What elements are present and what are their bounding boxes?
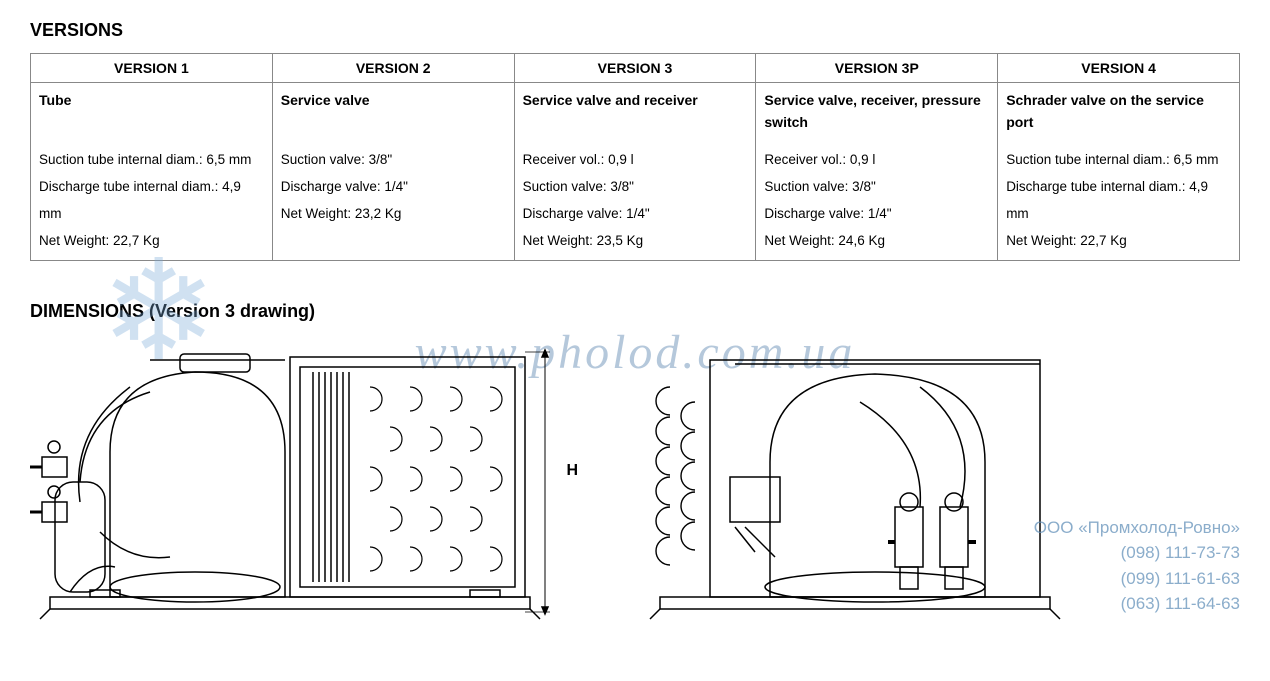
- drawing-side-view: [640, 332, 1070, 622]
- version-subtitle: Tube: [31, 83, 273, 140]
- version-subtitle: Schrader valve on the service port: [998, 83, 1240, 140]
- table-subtitle-row: Tube Service valve Service valve and rec…: [31, 83, 1240, 140]
- version-details: Receiver vol.: 0,9 lSuction valve: 3/8"D…: [756, 140, 998, 261]
- col-header: VERSION 4: [998, 54, 1240, 83]
- version-subtitle: Service valve, receiver, pressure switch: [756, 83, 998, 140]
- version-details: Suction tube internal diam.: 6,5 mmDisch…: [998, 140, 1240, 261]
- table-header-row: VERSION 1 VERSION 2 VERSION 3 VERSION 3P…: [31, 54, 1240, 83]
- version-details: Suction tube internal diam.: 6,5 mmDisch…: [31, 140, 273, 261]
- version-subtitle: Service valve: [272, 83, 514, 140]
- drawing-front-view: H: [30, 332, 560, 622]
- col-header: VERSION 1: [31, 54, 273, 83]
- dimension-h-label: H: [566, 462, 578, 480]
- table-details-row: Suction tube internal diam.: 6,5 mmDisch…: [31, 140, 1240, 261]
- version-subtitle: Service valve and receiver: [514, 83, 756, 140]
- col-header: VERSION 2: [272, 54, 514, 83]
- version-details: Receiver vol.: 0,9 lSuction valve: 3/8"D…: [514, 140, 756, 261]
- versions-table: VERSION 1 VERSION 2 VERSION 3 VERSION 3P…: [30, 53, 1240, 261]
- drawings-container: H: [30, 332, 1240, 622]
- col-header: VERSION 3P: [756, 54, 998, 83]
- dimensions-heading: DIMENSIONS (Version 3 drawing): [30, 301, 1240, 322]
- version-details: Suction valve: 3/8"Discharge valve: 1/4"…: [272, 140, 514, 261]
- col-header: VERSION 3: [514, 54, 756, 83]
- versions-heading: VERSIONS: [30, 20, 1240, 41]
